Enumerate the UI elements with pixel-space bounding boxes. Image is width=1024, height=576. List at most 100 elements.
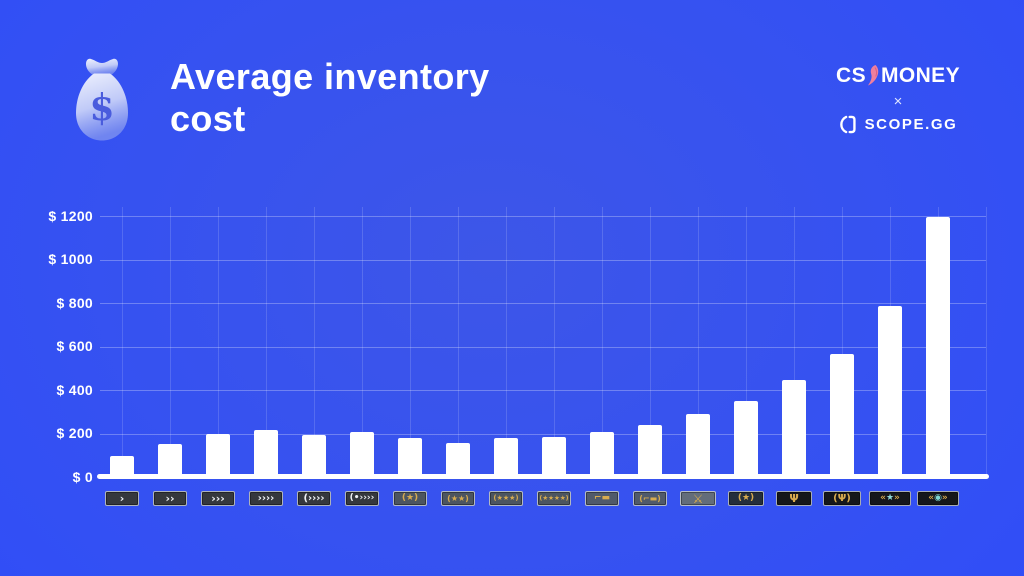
y-axis-label: $ 1200 xyxy=(48,207,93,224)
karambit-knife-icon xyxy=(867,64,879,85)
rank-glyph: «◉» xyxy=(928,493,948,503)
y-axis-label: $ 400 xyxy=(56,381,93,398)
silver-iv-rank-icon: ›››› xyxy=(249,491,283,506)
bar-distinguished-master-guardian xyxy=(734,401,758,478)
h-gridline xyxy=(100,216,986,217)
bar-master-guardian-i xyxy=(590,431,614,478)
v-gridline xyxy=(505,207,507,478)
gold-nova-i-rank-icon: (★) xyxy=(393,491,427,506)
v-gridline xyxy=(793,207,795,478)
bar-gold-nova-master xyxy=(542,437,566,478)
v-gridline xyxy=(409,207,411,478)
v-gridline xyxy=(169,207,171,478)
collab-x-separator: × xyxy=(893,93,903,110)
dollar-sign: $ xyxy=(89,87,114,129)
v-gridline xyxy=(313,207,315,478)
page-title: Average inventory cost xyxy=(170,56,490,141)
bar-gold-nova-i xyxy=(398,438,422,478)
rank-glyph: ⚔ xyxy=(692,491,704,506)
silver-i-rank-icon: › xyxy=(105,491,139,506)
rank-glyph: ›››› xyxy=(257,492,275,504)
silver-iii-rank-icon: ››› xyxy=(201,491,235,506)
bar-the-global-elite xyxy=(926,216,950,478)
title-line-1: Average inventory xyxy=(170,56,490,97)
rank-glyph: ⌐▬ xyxy=(593,493,611,503)
bag-knot xyxy=(86,58,118,75)
h-gridline xyxy=(100,259,986,261)
rank-glyph: (★) xyxy=(401,493,419,503)
scopegg-logo: SCOPE.GG xyxy=(839,115,958,134)
bar-master-guardian-ii xyxy=(638,425,662,478)
h-gridline xyxy=(100,303,986,304)
rank-glyph: ››› xyxy=(211,492,225,505)
gold-nova-master-rank-icon: (★★★★) xyxy=(537,491,571,506)
rank-glyph: › xyxy=(119,492,125,505)
bar-silver-ii xyxy=(158,443,182,478)
rank-glyph: (★) xyxy=(737,493,755,503)
csmoney-logo-money: MONEY xyxy=(880,64,960,87)
legendary-eagle-rank-icon: Ψ xyxy=(776,491,812,506)
bar-silver-iv xyxy=(254,429,278,478)
title-line-2: cost xyxy=(170,98,246,140)
v-gridline xyxy=(601,207,603,478)
v-gridline xyxy=(457,207,459,478)
bar-master-guardian-elite xyxy=(686,414,710,478)
rank-glyph: (★★★★) xyxy=(539,494,569,503)
silver-elite-master-rank-icon: (•›››› xyxy=(345,491,379,506)
bar-supreme-master-first-class xyxy=(878,305,902,478)
y-axis-label: $ 0 xyxy=(72,468,93,485)
brand-logos: CS MONEY × SCOPE.GG xyxy=(836,64,960,134)
bar-gold-nova-iii xyxy=(494,438,518,478)
h-gridline xyxy=(100,433,986,435)
master-guardian-ii-rank-icon: (⌐▬) xyxy=(633,491,667,506)
v-gridline xyxy=(697,207,699,478)
v-gridline xyxy=(985,207,987,478)
gold-nova-ii-rank-icon: (★★) xyxy=(441,491,475,506)
supreme-master-first-class-rank-icon: «★» xyxy=(869,491,911,506)
v-gridline xyxy=(361,207,363,478)
bar-silver-elite-master xyxy=(350,431,374,478)
y-axis-label: $ 800 xyxy=(56,294,93,311)
v-gridline xyxy=(265,207,267,478)
money-bag-icon: $ xyxy=(76,58,128,141)
silver-elite-rank-icon: (›››› xyxy=(297,491,331,506)
v-gridline xyxy=(217,207,219,478)
csmoney-logo-cs: CS xyxy=(836,64,866,87)
rank-glyph: (›››› xyxy=(303,492,325,504)
v-gridline xyxy=(841,207,843,478)
rank-glyph: (•›››› xyxy=(349,493,375,503)
v-gridline xyxy=(553,207,555,478)
master-guardian-elite-rank-icon: ⚔ xyxy=(680,491,716,506)
scopegg-logo-text: SCOPE.GG xyxy=(864,116,958,133)
rank-glyph: ›› xyxy=(165,492,175,505)
y-axis-label: $ 1000 xyxy=(48,251,93,267)
scope-brackets-icon xyxy=(839,115,856,134)
y-axis-label: $ 600 xyxy=(56,338,93,354)
v-gridline xyxy=(121,207,123,478)
bar-legendary-eagle xyxy=(782,379,806,478)
silver-ii-rank-icon: ›› xyxy=(153,491,187,506)
bar-silver-iii xyxy=(206,434,230,478)
rank-glyph: (★★) xyxy=(447,493,469,503)
h-gridline xyxy=(100,390,986,391)
bar-legendary-eagle-master xyxy=(830,353,854,478)
rank-glyph: «★» xyxy=(880,493,900,503)
distinguished-master-guardian-rank-icon: (★) xyxy=(728,491,764,506)
master-guardian-i-rank-icon: ⌐▬ xyxy=(585,491,619,506)
legendary-eagle-master-rank-icon: (Ψ) xyxy=(823,491,861,506)
rank-glyph: (⌐▬) xyxy=(639,493,661,503)
rank-glyph: (Ψ) xyxy=(833,492,851,504)
rank-glyph: Ψ xyxy=(789,492,799,505)
the-global-elite-rank-icon: «◉» xyxy=(917,491,959,506)
bar-silver-elite xyxy=(302,435,326,478)
y-axis-label: $ 200 xyxy=(56,425,93,441)
v-gridline xyxy=(745,207,747,478)
v-gridline xyxy=(649,207,651,478)
bar-silver-i xyxy=(110,455,134,478)
bag-body xyxy=(76,73,128,141)
csmoney-logo: CS MONEY xyxy=(836,64,960,88)
h-gridline xyxy=(100,346,986,348)
bar-gold-nova-ii xyxy=(446,442,470,478)
